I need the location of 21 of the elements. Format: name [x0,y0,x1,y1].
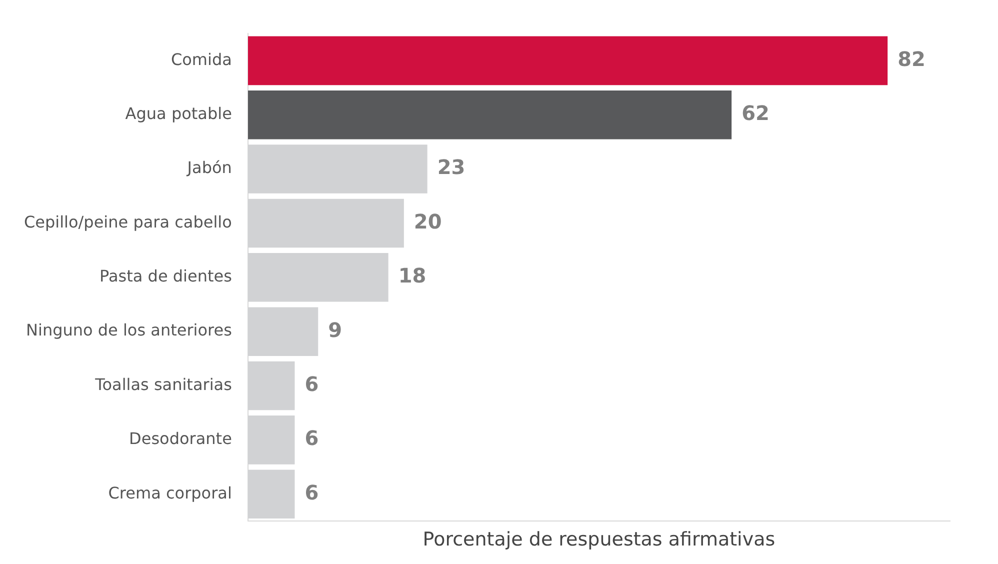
data-label: 82 [898,46,926,71]
data-label: 20 [414,209,442,234]
y-tick-label: Comida [170,50,232,69]
data-label: 23 [437,155,466,180]
data-label: 6 [304,480,319,504]
y-tick-label: Jabón [186,158,232,178]
data-label: 6 [304,426,319,450]
y-tick-label: Crema corporal [108,483,232,502]
y-tick-label: Agua potable [125,104,232,124]
bar [248,90,732,140]
y-tick-label: Pasta de dientes [100,266,232,286]
bar [248,36,888,86]
x-axis-title: Porcentaje de respuestas afirmativas [422,528,776,551]
y-tick-label: Desodorante [129,429,232,448]
data-label: 62 [742,101,770,126]
y-tick-label: Cepillo/peine para cabello [24,212,232,232]
y-tick-label: Ninguno de los anteriores [26,320,232,340]
data-label: 6 [304,372,319,396]
data-label: 9 [328,318,342,342]
y-tick-label: Toallas sanitarias [94,374,232,394]
data-label: 18 [398,264,426,288]
